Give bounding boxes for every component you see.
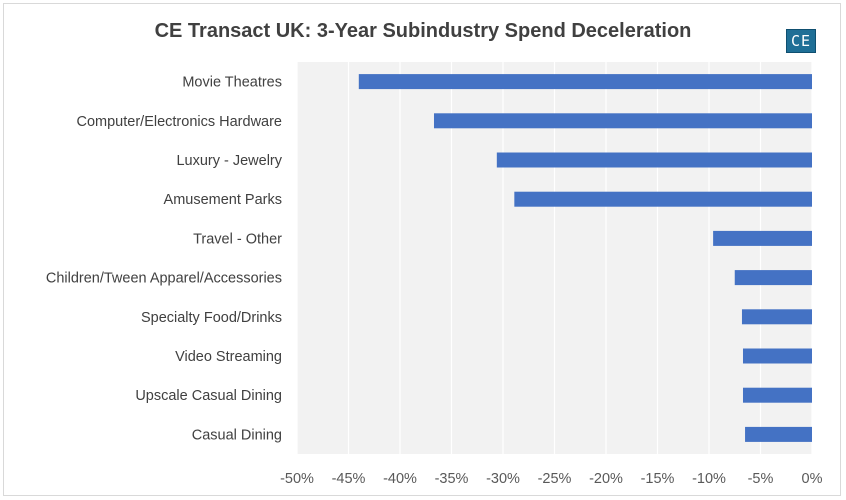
x-tick-label: -15% (641, 471, 675, 487)
category-label: Movie Theatres (182, 75, 282, 91)
x-tick-label: -5% (748, 471, 774, 487)
category-label: Upscale Casual Dining (135, 388, 282, 404)
x-tick-label: -50% (280, 471, 314, 487)
bar (742, 348, 812, 364)
bar (358, 74, 812, 90)
x-tick-label: -20% (589, 471, 623, 487)
x-tick-label: -35% (435, 471, 469, 487)
category-label: Children/Tween Apparel/Accessories (46, 271, 282, 287)
bar (734, 270, 812, 286)
bars (358, 74, 812, 442)
x-tick-label: -45% (332, 471, 366, 487)
bar (741, 309, 812, 325)
x-tick-label: -25% (538, 471, 572, 487)
bar (496, 152, 812, 168)
bar (713, 230, 812, 246)
category-label: Amusement Parks (164, 192, 282, 208)
x-tick-label: 0% (802, 471, 823, 487)
x-tick-label: -40% (383, 471, 417, 487)
category-label: Luxury - Jewelry (176, 153, 282, 169)
category-labels: Movie Theatres Computer/Electronics Hardw… (46, 75, 283, 444)
chart-title: CE Transact UK: 3-Year Subindustry Spend… (154, 20, 692, 42)
bar (742, 387, 812, 403)
bar (514, 191, 812, 207)
category-label: Video Streaming (175, 349, 282, 365)
category-label: Specialty Food/Drinks (141, 310, 282, 326)
bar (745, 426, 812, 442)
ce-logo: CE (786, 29, 816, 53)
x-tick-labels: -50% -45% -40% -35% -30% -25% -20% -15% -10% -5% 0… (280, 471, 823, 487)
category-label: Computer/Electronics Hardware (77, 114, 283, 130)
category-label: Travel - Other (193, 231, 282, 247)
x-tick-label: -30% (486, 471, 520, 487)
x-tick-label: -10% (692, 471, 726, 487)
bar (433, 113, 812, 129)
category-label: Casual Dining (192, 427, 282, 443)
